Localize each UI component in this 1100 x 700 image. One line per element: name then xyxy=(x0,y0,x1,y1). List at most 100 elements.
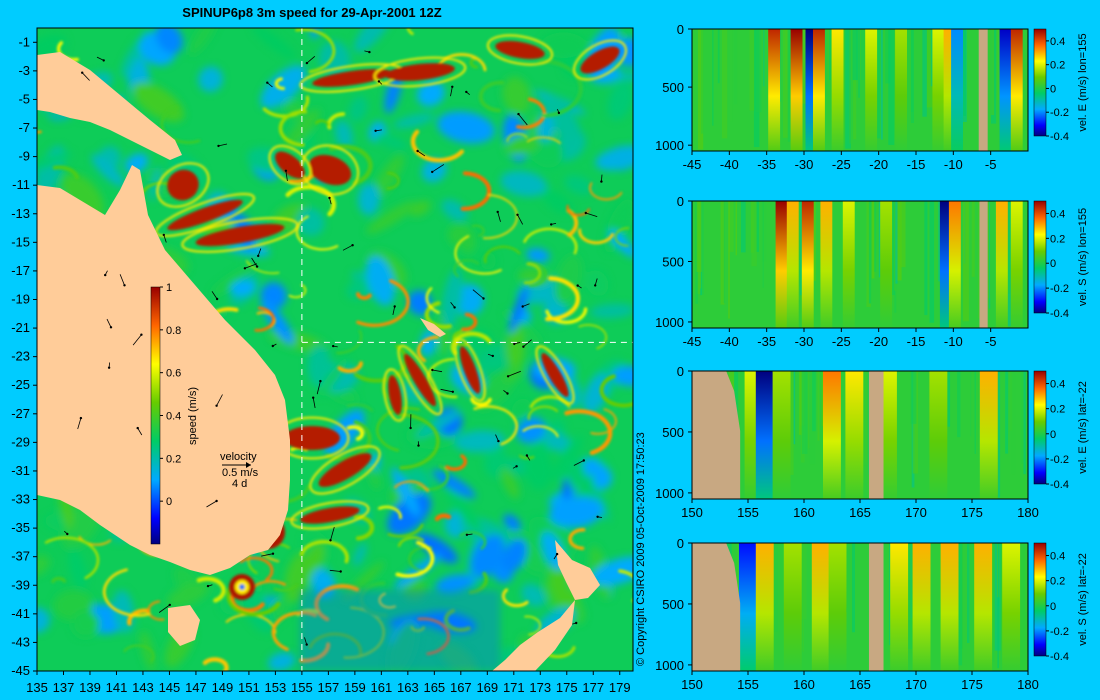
speed-filament xyxy=(44,536,100,580)
map-y-tick-label: -19 xyxy=(11,291,30,306)
velocity-arrow-origin xyxy=(107,366,111,369)
speed-patch xyxy=(503,514,521,531)
strong-current xyxy=(300,506,360,524)
section-x-tick-label: -10 xyxy=(944,157,963,172)
speed-filament xyxy=(459,531,487,550)
speed-filament xyxy=(230,591,265,613)
section-streak xyxy=(926,29,933,108)
section-jet xyxy=(995,201,1008,328)
velocity-arrow xyxy=(106,318,112,328)
section-colorbar-tick-label: -0.4 xyxy=(1050,131,1069,143)
speed-patch xyxy=(516,416,547,444)
section-jet xyxy=(939,201,952,328)
speed-filament xyxy=(522,425,559,438)
map-x-tick-label: 159 xyxy=(344,680,366,695)
land-australia xyxy=(37,165,290,575)
velocity-arrow-origin xyxy=(339,570,342,573)
speed-patch xyxy=(387,493,432,535)
section-x-tick-label: -15 xyxy=(907,157,926,172)
velocity-arrow xyxy=(218,143,228,147)
section-streak xyxy=(894,201,896,291)
section-colorbar-tick-label: -0.4 xyxy=(1050,308,1069,320)
speed-filament xyxy=(469,57,478,69)
section-colorbar xyxy=(1033,200,1047,314)
section-colorbar-tick-label: 0.4 xyxy=(1050,36,1065,48)
velocity-arrow xyxy=(251,257,258,267)
map-x-tick-label: 147 xyxy=(185,680,207,695)
speed-patch xyxy=(71,610,100,638)
speed-filament xyxy=(501,588,529,608)
speed-filament xyxy=(278,109,308,147)
strong-current-edge xyxy=(290,500,370,530)
section-panels: -45 -40 -35 -30 -25 -20 -15 -10 -5 0 500 1000 0.4 0.2… xyxy=(655,22,1089,692)
speed-patch xyxy=(243,589,275,633)
section-colorbar-tick-label: 0 xyxy=(1050,258,1056,270)
section-streak xyxy=(947,371,951,427)
velocity-arrow-origin xyxy=(312,396,315,399)
speed-filament xyxy=(254,306,275,332)
section-colorbar xyxy=(1033,370,1047,485)
velocity-arrow xyxy=(329,569,341,572)
section-y-tick-label: 1000 xyxy=(655,486,684,501)
section-streak xyxy=(756,29,762,113)
velocity-arrow xyxy=(119,274,125,286)
strong-current-edge xyxy=(454,338,486,402)
section-streak xyxy=(908,543,914,653)
speed-filament xyxy=(614,227,630,247)
section-streak xyxy=(998,543,1000,607)
velocity-arrow-origin xyxy=(243,267,247,270)
speed-filament xyxy=(450,331,492,356)
velocity-arrow-origin xyxy=(417,444,420,447)
speed-filament xyxy=(329,144,373,186)
section-jet xyxy=(979,371,998,499)
speed-patch xyxy=(585,270,609,297)
section-streak xyxy=(728,201,730,319)
speed-patch xyxy=(37,554,51,576)
section-y-tick-label: 1000 xyxy=(655,138,684,153)
velocity-arrow-origin xyxy=(525,454,529,457)
velocity-arrow-origin xyxy=(465,533,469,536)
velocity-arrow-origin xyxy=(506,392,509,395)
speed-filament xyxy=(103,568,151,617)
section-y-tick-label: 500 xyxy=(662,254,684,269)
speed-colorbar-tick-label: 1 xyxy=(166,282,172,294)
velocity-arrow-origin xyxy=(431,170,434,174)
speed-patch xyxy=(500,170,548,197)
velocity-arrow-origin xyxy=(140,333,143,336)
map-y-tick-label: -3 xyxy=(18,63,30,78)
speed-filament xyxy=(245,260,280,274)
section-x-tick-label: -25 xyxy=(832,334,851,349)
velocity-arrow xyxy=(450,86,453,97)
velocity-arrow xyxy=(211,291,218,300)
speed-patch xyxy=(607,80,633,120)
speed-patch xyxy=(296,207,325,236)
map-y-tick-label: -45 xyxy=(11,663,30,678)
map-y-tick-label: -23 xyxy=(11,349,30,364)
section-jet xyxy=(999,29,1012,151)
section-streak xyxy=(699,201,702,289)
map-y-tick-label: -9 xyxy=(18,149,30,164)
speed-patch xyxy=(251,28,297,60)
speed-patch xyxy=(189,28,218,56)
section-jet xyxy=(828,543,847,671)
section-x-tick-label: 155 xyxy=(737,677,759,692)
section-streak xyxy=(720,201,725,305)
speed-patch xyxy=(441,199,468,222)
section-streak xyxy=(971,201,975,277)
velocity-arrow-origin xyxy=(575,621,578,625)
strong-current-edge xyxy=(382,368,408,422)
speed-patch xyxy=(358,183,380,216)
map-x-tick-label: 161 xyxy=(371,680,393,695)
speed-patch xyxy=(37,607,50,633)
map-x-tick-label: 149 xyxy=(212,680,234,695)
speed-filament xyxy=(336,329,363,355)
section-streak xyxy=(741,201,746,253)
velocity-arrow-origin xyxy=(557,111,561,115)
section-streak xyxy=(992,543,995,662)
section-streak xyxy=(866,201,871,307)
speed-filament xyxy=(461,312,478,332)
section-streak xyxy=(808,371,810,449)
section-colorbar-tick-label: -0.4 xyxy=(1050,479,1069,491)
speed-colorbar-tick-label: 0 xyxy=(166,496,172,508)
speed-patch xyxy=(210,264,258,296)
